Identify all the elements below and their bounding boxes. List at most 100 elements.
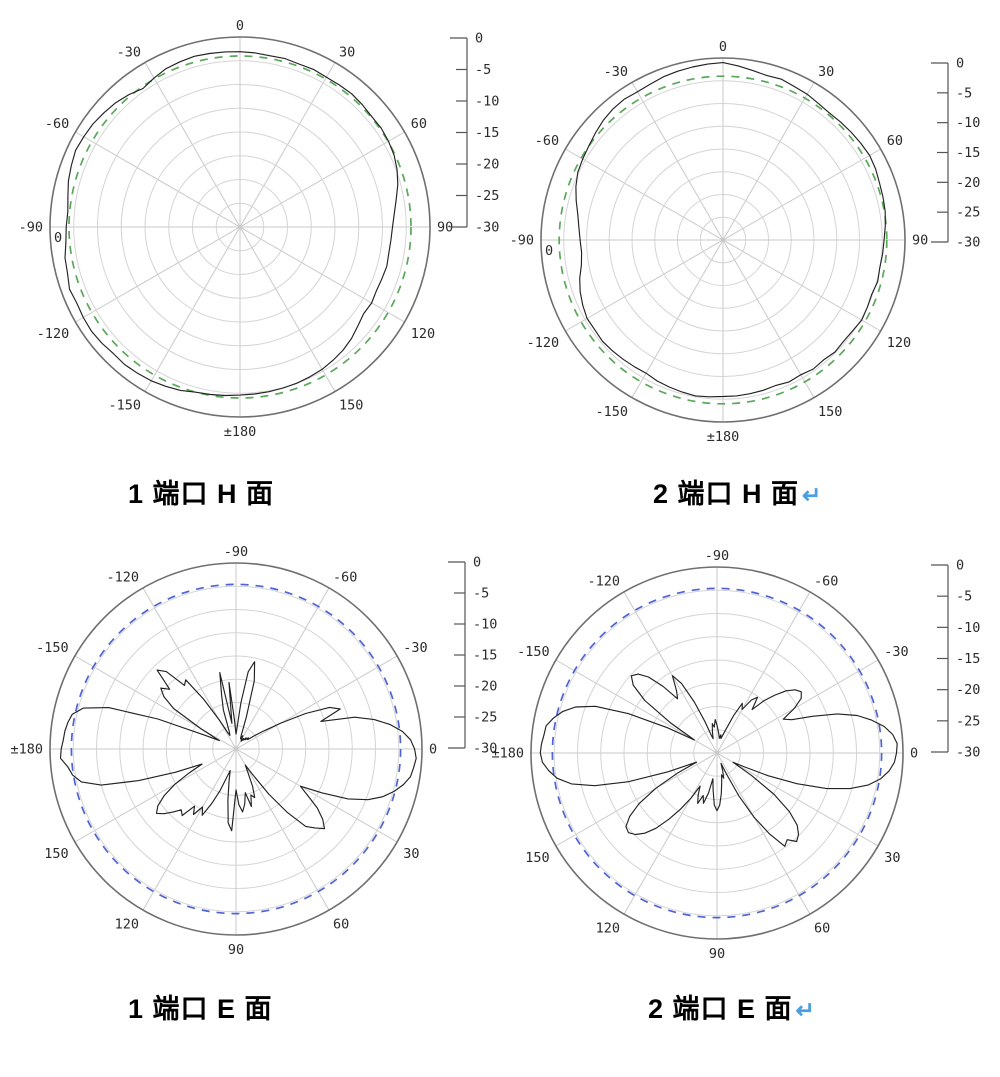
angle-tick-label: 30 — [884, 850, 900, 866]
angle-tick-label: -90 — [705, 548, 729, 564]
ring-circle — [577, 613, 857, 893]
outer-circle — [540, 57, 906, 423]
scale-tick-label: -25 — [473, 710, 497, 726]
angle-labels: 0 30 60 90 120 150 ±180 -150 -120 -90 -60 -30 — [510, 39, 929, 445]
angle-tick-label: ±180 — [224, 424, 257, 440]
polar-chart-port1-e: 0 30 60 90 120 150 ±180 -150 -120 -90 -60 -30 0 -5 -10… — [10, 544, 497, 958]
angle-tick-label: -90 — [224, 544, 248, 560]
angle-tick-label: -60 — [333, 570, 357, 586]
ring-circle — [631, 148, 815, 332]
angle-tick-label: ±180 — [491, 746, 524, 762]
db-scale-bar: 0 -5 -10 -15 -20 -25 -30 — [931, 558, 980, 761]
scale-tick-label: -20 — [956, 175, 980, 191]
trace-measured — [575, 62, 886, 398]
polar-spokes — [50, 563, 422, 935]
angle-tick-label: 30 — [403, 846, 419, 862]
ring-circle — [212, 725, 260, 773]
scale-tick-label: -20 — [473, 679, 497, 695]
scale-tick-label: -10 — [956, 620, 980, 636]
ring-circle — [72, 585, 400, 913]
polar-chart-port1-h: 0 30 60 90 120 150 ±180 -150 -120 -90 -60 -30 0 0 -5 -1… — [19, 18, 500, 440]
ring-circle — [189, 702, 283, 796]
angle-tick-label: 0 — [910, 746, 918, 762]
scale-tick-label: -5 — [475, 62, 491, 78]
spoke-line — [74, 655, 398, 843]
ring-circle — [600, 636, 834, 870]
scale-tick-label: -25 — [956, 205, 980, 221]
trace-measured — [59, 661, 417, 832]
caption-port2-e-plane: 2 端口 E 面 ↵ — [648, 987, 816, 1026]
ring-circle — [563, 80, 883, 400]
angle-tick-label: -150 — [36, 640, 69, 656]
polar-spokes — [50, 37, 430, 417]
angle-tick-label: -150 — [595, 404, 628, 420]
reference-dashed-circle — [551, 587, 883, 919]
ring-circle — [119, 632, 353, 866]
ring-circle — [142, 655, 330, 843]
angle-tick-label: 0 — [236, 18, 244, 34]
ring-circle — [670, 706, 764, 800]
angle-tick-label: ±180 — [10, 742, 43, 758]
ring-circle — [699, 216, 747, 264]
caption-port1-h-plane: 1 端口 H 面 — [128, 472, 277, 511]
angle-tick-label: 90 — [228, 942, 244, 958]
caption-text: 2 端口 E 面 — [648, 994, 793, 1024]
angle-tick-label: 120 — [596, 920, 620, 936]
scale-tick-label: -10 — [475, 94, 499, 110]
scale-tick-label: -5 — [956, 589, 972, 605]
angle-tick-label: -150 — [517, 644, 550, 660]
angle-labels: 0 30 60 90 120 150 ±180 -150 -120 -90 -60 -30 — [491, 548, 918, 962]
ring-circle — [97, 84, 383, 370]
ring-circle — [120, 107, 360, 347]
db-scale-bar: 0 -5 -10 -15 -20 -25 -30 — [931, 56, 980, 251]
ring-circle — [96, 609, 376, 889]
ring-circle — [73, 60, 407, 394]
return-mark-icon: ↵ — [795, 997, 816, 1023]
scale-tick-label: -30 — [956, 745, 980, 761]
scale-tick-label: 0 — [956, 56, 964, 72]
angle-tick-label: 60 — [814, 920, 830, 936]
scale-tick-label: -5 — [956, 85, 972, 101]
polar-rings — [563, 80, 883, 400]
angle-tick-label: 150 — [525, 850, 549, 866]
scale-tick-label: 0 — [475, 31, 483, 47]
ring-circle — [623, 659, 811, 847]
ring-circle — [553, 589, 881, 917]
scale-tick-label: -20 — [956, 682, 980, 698]
angle-tick-label: -90 — [19, 220, 43, 236]
angle-tick-label: 90 — [912, 233, 928, 249]
angle-tick-label: 150 — [818, 404, 842, 420]
scale-tick-label: -25 — [475, 188, 499, 204]
scale-tick-label: -30 — [956, 235, 980, 251]
angle-tick-label: -30 — [403, 640, 427, 656]
angle-tick-label: -60 — [45, 116, 69, 132]
scale-tick-label: -30 — [473, 741, 497, 757]
angle-tick-label: 150 — [44, 846, 68, 862]
ring-circle — [165, 678, 307, 820]
angle-labels: 0 30 60 90 120 150 ±180 -150 -120 -90 -60 -30 — [19, 18, 454, 440]
db-scale-bar: 0 -5 -10 -15 -20 -25 -30 — [450, 31, 499, 236]
angle-tick-label: 90 — [709, 946, 725, 962]
caption-text: 1 端口 H 面 — [128, 479, 275, 509]
angle-tick-label: 30 — [339, 44, 355, 60]
db-scale-bar: 0 -5 -10 -15 -20 -25 -30 — [448, 555, 497, 757]
reference-dashed-circle — [70, 583, 402, 915]
angle-tick-label: 120 — [887, 335, 911, 351]
return-mark-icon: ↵ — [802, 482, 823, 508]
angle-tick-label: -30 — [117, 44, 141, 60]
radial-zero-label: 0 — [54, 230, 62, 246]
polar-rings — [553, 589, 881, 917]
ring-circle — [192, 179, 288, 275]
angle-tick-label: -150 — [108, 398, 141, 414]
polar-chart-port2-e: 0 30 60 90 120 150 ±180 -150 -120 -90 -60 -30 0 -5 -10… — [491, 548, 980, 962]
angle-tick-label: 60 — [887, 133, 903, 149]
angle-tick-label: 120 — [115, 916, 139, 932]
angle-tick-label: 60 — [411, 116, 427, 132]
scale-tick-label: -15 — [473, 648, 497, 664]
ring-circle — [586, 103, 860, 377]
angle-tick-label: 30 — [818, 64, 834, 80]
angle-tick-label: 150 — [339, 398, 363, 414]
polar-spokes — [531, 567, 903, 939]
ring-circle — [646, 682, 788, 824]
